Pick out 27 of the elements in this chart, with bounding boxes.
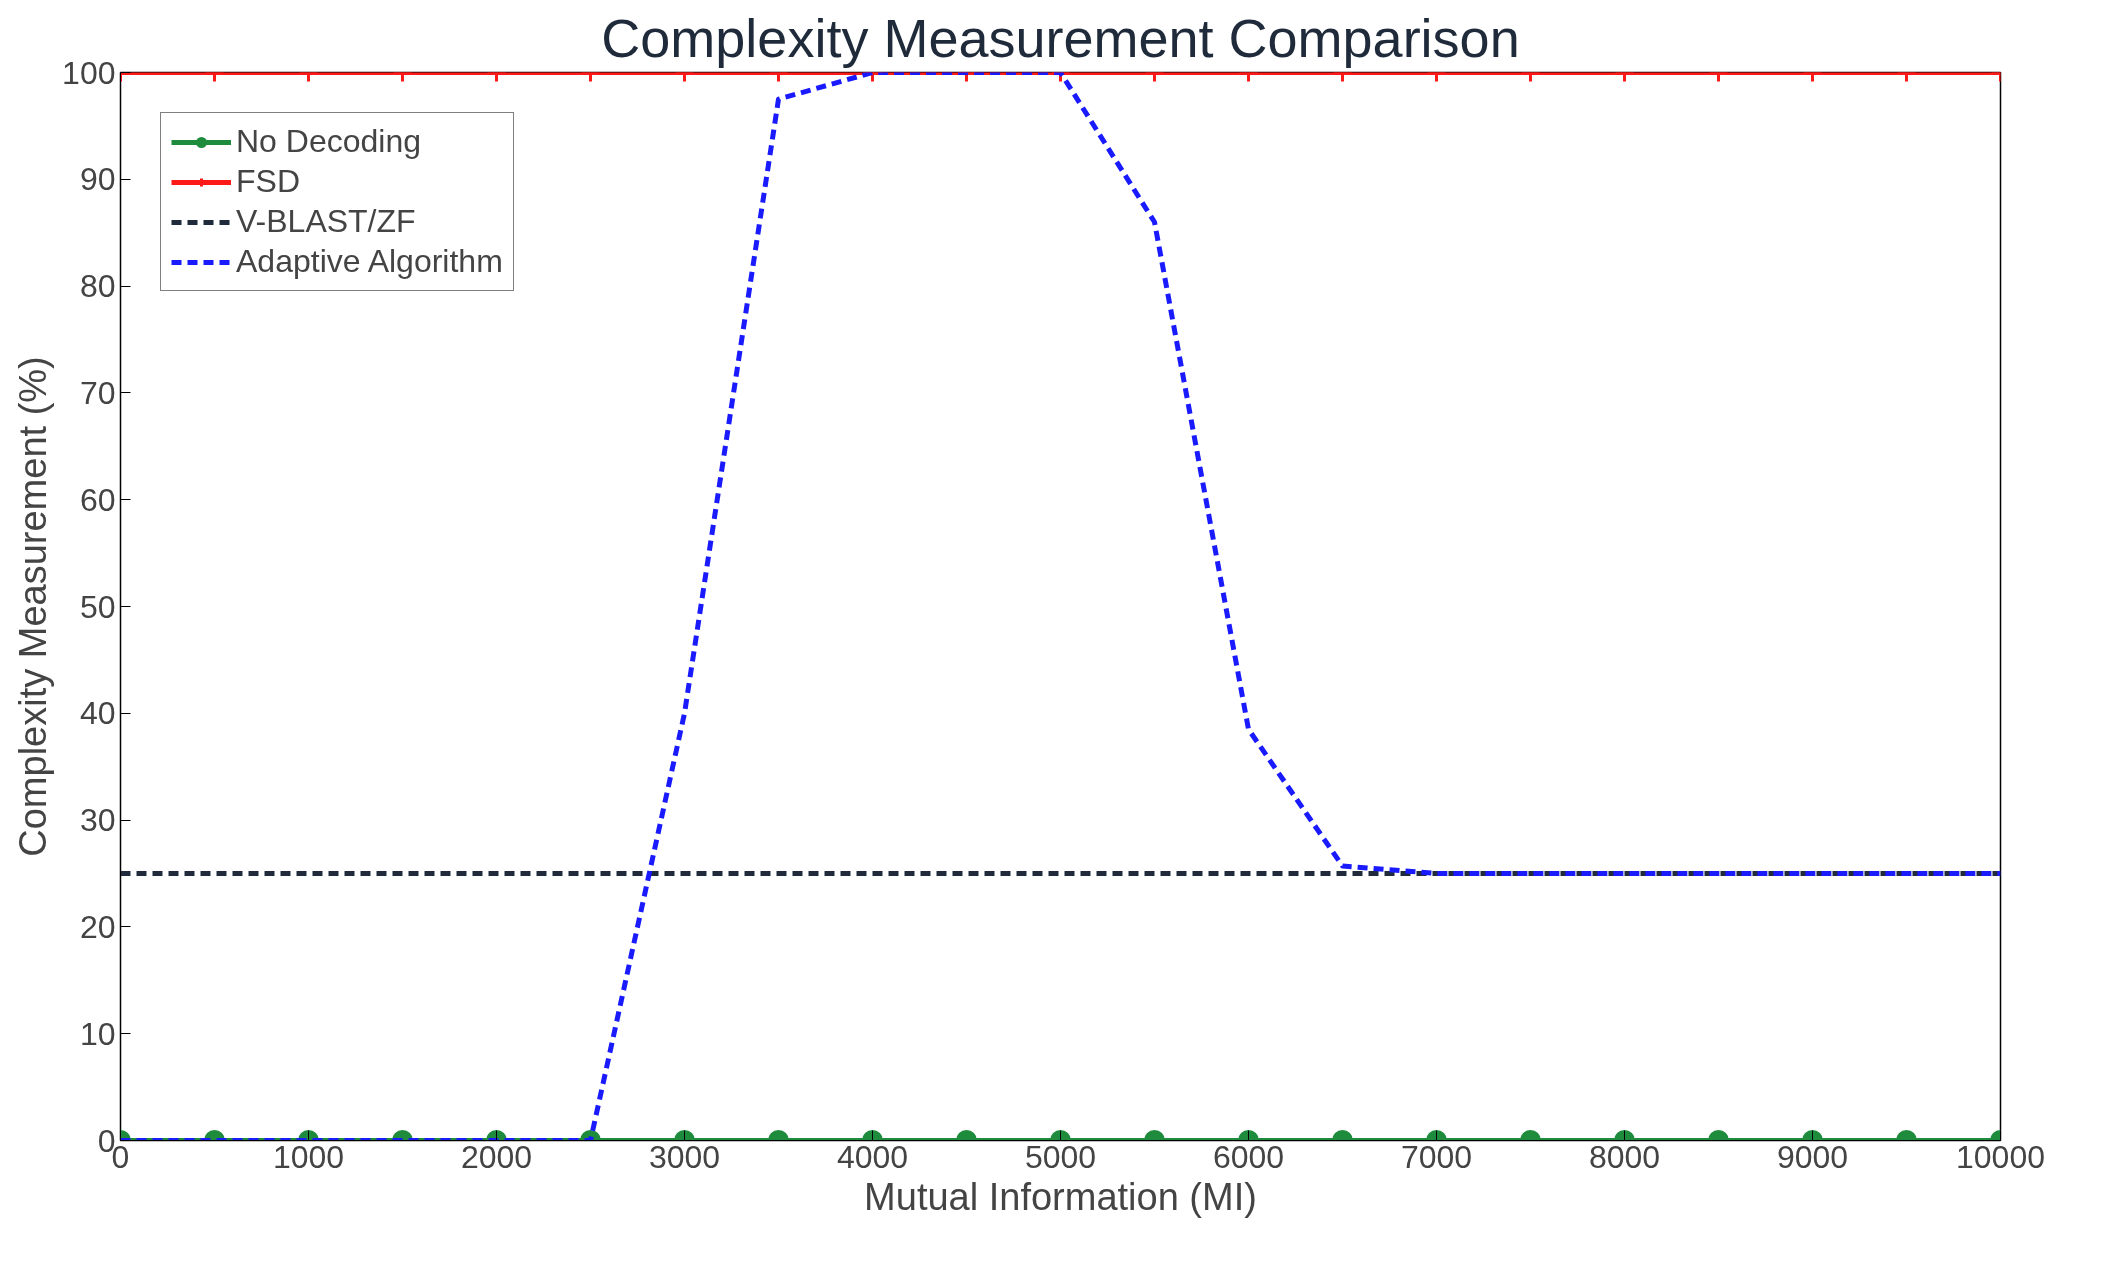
x-tick-label: 7000 <box>1400 1138 1473 1175</box>
y-tick-label: 90 <box>79 161 116 198</box>
x-tick-label: 5000 <box>1024 1138 1097 1175</box>
y-tick-label: 40 <box>79 695 116 732</box>
legend-label: Adaptive Algorithm <box>236 243 503 280</box>
chart-title: Complexity Measurement Comparison <box>601 7 1520 68</box>
x-axis-title: Mutual Information (MI) <box>864 1175 1257 1218</box>
y-axis-title: Complexity Measurement (%) <box>12 356 55 857</box>
x-tick-label: 2000 <box>460 1138 533 1175</box>
y-tick-label: 10 <box>79 1015 116 1052</box>
x-tick-label: 6000 <box>1212 1138 1285 1175</box>
y-tick-label: 20 <box>79 908 116 945</box>
legend-label: No Decoding <box>236 123 421 160</box>
y-tick-label: 80 <box>79 268 116 305</box>
x-tick-label: 4000 <box>836 1138 909 1175</box>
legend-label: V-BLAST/ZF <box>236 203 416 240</box>
x-tick-label: 9000 <box>1776 1138 1849 1175</box>
x-tick-label: 3000 <box>648 1138 721 1175</box>
y-tick-label: 100 <box>62 54 116 91</box>
x-tick-label: 1000 <box>272 1138 345 1175</box>
legend-label: FSD <box>236 163 300 200</box>
y-tick-label: 60 <box>79 481 116 518</box>
y-tick-label: 70 <box>79 374 116 411</box>
x-tick-label: 8000 <box>1588 1138 1661 1175</box>
x-tick-label: 10000 <box>1956 1138 2045 1175</box>
y-tick-label: 50 <box>79 588 116 625</box>
y-tick-label: 30 <box>79 802 116 839</box>
